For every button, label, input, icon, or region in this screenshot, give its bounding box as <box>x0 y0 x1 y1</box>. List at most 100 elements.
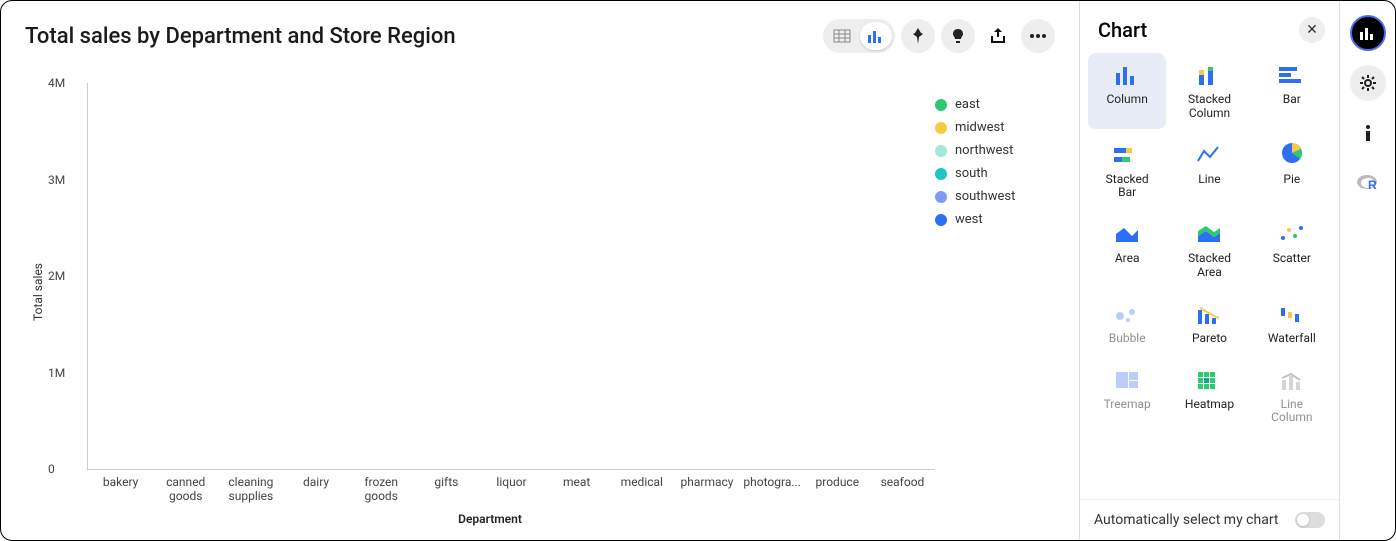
chart-type-label: Stacked Area <box>1188 252 1231 280</box>
x-category-label: photogra... <box>740 475 805 503</box>
chart-type-stacked-column[interactable]: Stacked Column <box>1170 53 1248 129</box>
table-icon <box>833 29 851 43</box>
bars-icon <box>1359 26 1377 40</box>
info-icon <box>1362 124 1374 142</box>
share-icon <box>988 27 1008 45</box>
rail-settings-button[interactable] <box>1350 65 1386 101</box>
legend-swatch <box>935 191 947 203</box>
legend-label: east <box>955 97 980 112</box>
chart-type-pie[interactable]: Pie <box>1253 133 1331 209</box>
chart-type-label: Waterfall <box>1268 332 1316 346</box>
legend-label: northwest <box>955 143 1013 158</box>
chart-type-waterfall[interactable]: Waterfall <box>1253 292 1331 354</box>
x-category-label: cleaning supplies <box>218 475 283 503</box>
y-axis-label: Total sales <box>25 263 45 321</box>
r-logo-icon: R <box>1357 174 1379 192</box>
legend-swatch <box>935 168 947 180</box>
chart-type-area[interactable]: Area <box>1088 212 1166 288</box>
titlebar: Total sales by Department and Store Regi… <box>25 19 1055 53</box>
auto-select-row: Automatically select my chart <box>1080 499 1339 540</box>
pin-button[interactable] <box>901 19 935 53</box>
stacked-bar-icon <box>1113 143 1141 165</box>
more-icon <box>1030 34 1046 38</box>
x-category-label: dairy <box>283 475 348 503</box>
chart-wrap: Total sales bakerycanned goodscleaning s… <box>25 53 1055 530</box>
rail-r-button[interactable]: R <box>1350 165 1386 201</box>
legend-item[interactable]: east <box>935 93 1055 116</box>
chart-type-scatter[interactable]: Scatter <box>1253 212 1331 288</box>
y-tick: 2M <box>48 269 65 283</box>
legend-label: midwest <box>955 120 1005 135</box>
chart-type-label: Treemap <box>1104 398 1151 412</box>
legend-swatch <box>935 122 947 134</box>
auto-select-label: Automatically select my chart <box>1094 512 1278 528</box>
side-header: Chart ✕ <box>1080 1 1339 53</box>
chart-type-stacked-bar[interactable]: Stacked Bar <box>1088 133 1166 209</box>
close-icon: ✕ <box>1306 22 1318 38</box>
view-mode-toggle <box>823 19 895 53</box>
chart-type-label: Pie <box>1283 173 1300 187</box>
chart-type-bar[interactable]: Bar <box>1253 53 1331 129</box>
y-tick: 1M <box>48 366 65 380</box>
chart-icon <box>867 29 885 43</box>
rail-chart-button[interactable] <box>1350 15 1386 51</box>
chart-type-treemap: Treemap <box>1088 358 1166 434</box>
y-tick: 4M <box>48 76 65 90</box>
chart-type-bubble: Bubble <box>1088 292 1166 354</box>
rail-info-button[interactable] <box>1350 115 1386 151</box>
chart-type-label: Line Column <box>1271 398 1312 426</box>
chart-plot: bakerycanned goodscleaning suppliesdairy… <box>45 53 935 530</box>
chart-type-label: Bubble <box>1109 332 1146 346</box>
chart-type-column[interactable]: Column <box>1088 53 1166 129</box>
y-tick: 0 <box>48 462 55 476</box>
treemap-icon <box>1113 368 1141 390</box>
x-axis-label: Department <box>458 512 522 526</box>
chart-type-line-column: Line Column <box>1253 358 1331 434</box>
chart-type-line[interactable]: Line <box>1170 133 1248 209</box>
bubble-icon <box>1113 302 1141 324</box>
close-button[interactable]: ✕ <box>1299 17 1325 43</box>
chart-type-label: Area <box>1115 252 1140 266</box>
x-category-label: liquor <box>479 475 544 503</box>
right-rail: R <box>1339 1 1395 540</box>
legend: east midwest northwest southsouthwest west <box>935 53 1055 530</box>
chart-types: ColumnStacked ColumnBar Stacked Bar Line Pi… <box>1080 53 1339 499</box>
heatmap-icon <box>1195 368 1223 390</box>
legend-swatch <box>935 214 947 226</box>
waterfall-icon <box>1278 302 1306 324</box>
side-title: Chart <box>1098 18 1147 42</box>
column-icon <box>1113 63 1141 85</box>
auto-select-toggle[interactable] <box>1295 512 1325 528</box>
pareto-icon <box>1195 302 1223 324</box>
y-tick: 3M <box>48 173 65 187</box>
chart-type-pareto[interactable]: Pareto <box>1170 292 1248 354</box>
chart-type-heatmap[interactable]: Heatmap <box>1170 358 1248 434</box>
share-button[interactable] <box>981 19 1015 53</box>
table-view-button[interactable] <box>826 22 858 50</box>
chart-type-stacked-area[interactable]: Stacked Area <box>1170 212 1248 288</box>
chart-type-label: Scatter <box>1273 252 1311 266</box>
app-root: Total sales by Department and Store Regi… <box>0 0 1396 541</box>
main-panel: Total sales by Department and Store Regi… <box>1 1 1079 540</box>
svg-text:R: R <box>1368 178 1377 192</box>
legend-item[interactable]: south <box>935 162 1055 185</box>
pin-icon <box>911 28 925 44</box>
x-category-label: meat <box>544 475 609 503</box>
bars-container <box>88 83 935 469</box>
bar-icon <box>1278 63 1306 85</box>
legend-item[interactable]: southwest <box>935 185 1055 208</box>
chart-type-label: Stacked Bar <box>1106 173 1149 201</box>
pie-icon <box>1278 143 1306 165</box>
legend-item[interactable]: northwest <box>935 139 1055 162</box>
line-column-icon <box>1278 368 1306 390</box>
insight-button[interactable] <box>941 19 975 53</box>
area-icon <box>1113 222 1141 244</box>
x-category-label: canned goods <box>153 475 218 503</box>
stacked-column-icon <box>1195 63 1223 85</box>
legend-item[interactable]: midwest <box>935 116 1055 139</box>
more-button[interactable] <box>1021 19 1055 53</box>
legend-item[interactable]: west <box>935 208 1055 231</box>
legend-label: west <box>955 212 983 227</box>
chart-view-button[interactable] <box>860 22 892 50</box>
legend-swatch <box>935 99 947 111</box>
